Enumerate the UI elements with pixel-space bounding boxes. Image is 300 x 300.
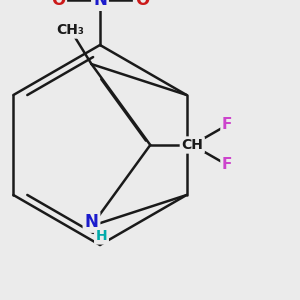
Text: F: F bbox=[222, 118, 232, 133]
Text: N: N bbox=[93, 0, 107, 9]
Text: H: H bbox=[96, 229, 107, 243]
Text: F: F bbox=[222, 158, 232, 172]
Text: O: O bbox=[51, 0, 65, 9]
Text: −: − bbox=[123, 0, 137, 1]
Text: CH₃: CH₃ bbox=[57, 23, 85, 37]
Text: CH: CH bbox=[181, 138, 203, 152]
Text: N: N bbox=[85, 213, 98, 231]
Text: O: O bbox=[135, 0, 149, 9]
